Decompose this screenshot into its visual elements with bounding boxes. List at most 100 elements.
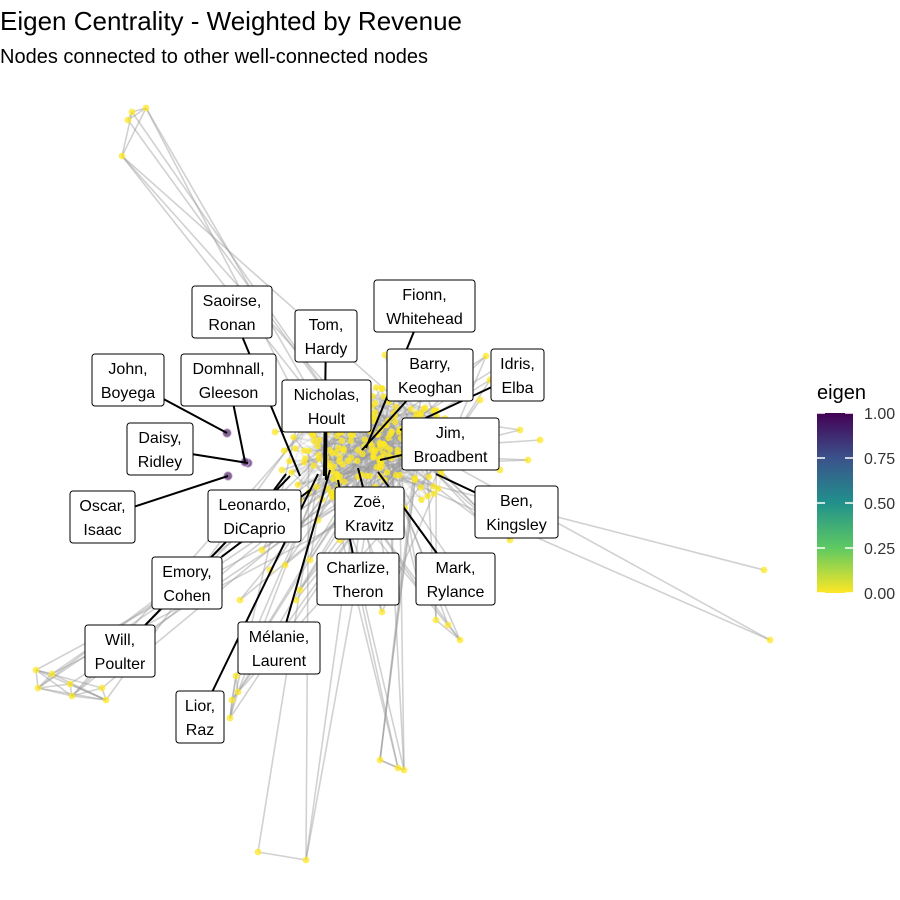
label-text: Mark, xyxy=(436,560,476,577)
network-edge xyxy=(290,471,323,501)
network-node xyxy=(476,396,484,404)
network-node xyxy=(278,466,286,474)
network-node xyxy=(394,447,401,454)
network-node xyxy=(292,445,299,452)
network-node xyxy=(336,473,344,480)
network-node xyxy=(387,430,394,437)
network-edge xyxy=(229,691,239,719)
label-box xyxy=(207,489,302,543)
label-leader-line xyxy=(361,400,408,451)
network-edge xyxy=(339,451,376,463)
network-node xyxy=(430,490,438,497)
network-node xyxy=(432,616,440,624)
network-node xyxy=(306,556,314,564)
network-node xyxy=(325,485,332,492)
label-leader-line xyxy=(357,467,364,488)
network-node xyxy=(766,636,774,644)
network-node xyxy=(411,474,418,482)
network-node xyxy=(760,566,768,574)
label-text: Will, xyxy=(105,632,135,649)
node-label-mark-rylance: Mark, Rylance xyxy=(415,552,496,606)
network-edge xyxy=(37,687,73,697)
network-node xyxy=(417,484,425,491)
network-node xyxy=(384,469,391,476)
network-edge xyxy=(51,673,107,701)
network-node xyxy=(292,596,300,604)
node-label-ben-kingsley: Ben, Kingsley xyxy=(474,485,559,539)
label-text: Elba xyxy=(501,380,533,397)
network-node xyxy=(124,116,132,124)
network-node xyxy=(372,400,379,407)
network-node xyxy=(340,447,347,454)
legend-tick-label: 1.00 xyxy=(864,406,895,423)
network-node xyxy=(516,426,524,434)
label-text: Gleeson xyxy=(199,385,259,402)
label-box xyxy=(151,556,223,610)
label-box xyxy=(126,422,194,476)
label-box xyxy=(69,490,136,544)
network-edge xyxy=(127,107,147,121)
network-node xyxy=(373,463,380,471)
node-label-zoe-kravitz: Zoë, Kravitz xyxy=(334,486,405,540)
network-edge xyxy=(305,401,390,861)
node-label-lior-raz: Lior, Raz xyxy=(175,690,225,744)
network-node xyxy=(376,439,383,446)
network-node xyxy=(281,447,288,454)
network-edge xyxy=(379,479,416,761)
label-box xyxy=(84,624,156,678)
network-edge xyxy=(121,107,147,157)
network-node xyxy=(258,546,266,554)
network-edge xyxy=(231,675,237,701)
legend: eigen 1.00 0.75 0.50 0.25 0.00 xyxy=(817,382,895,603)
label-text: Leonardo, xyxy=(218,497,290,514)
network-edge xyxy=(35,669,103,689)
label-text: John, xyxy=(108,361,147,378)
network-node xyxy=(286,458,293,465)
network-node xyxy=(313,483,320,490)
label-text: Raz xyxy=(186,722,214,739)
label-leader-line xyxy=(134,475,229,508)
network-node xyxy=(128,108,136,116)
network-node xyxy=(288,469,295,476)
network-edge xyxy=(336,456,374,476)
node-label-nicholas-hoult: Nicholas, Hoult xyxy=(281,379,372,433)
label-box xyxy=(474,485,559,539)
label-box xyxy=(415,552,496,606)
label-text: Keoghan xyxy=(398,380,462,397)
network-node xyxy=(373,384,380,391)
network-node xyxy=(305,447,312,454)
label-text: Daisy, xyxy=(138,430,181,447)
network-node xyxy=(338,437,345,444)
network-node xyxy=(378,608,386,616)
network-node xyxy=(66,680,74,688)
network-node xyxy=(281,561,289,569)
network-edge xyxy=(376,466,771,641)
node-label-will-poulter: Will, Poulter xyxy=(84,624,156,678)
label-box xyxy=(373,279,476,333)
network-node xyxy=(48,670,56,678)
network-node xyxy=(354,457,361,465)
network-node xyxy=(394,764,402,772)
network-node xyxy=(354,446,362,454)
network-node xyxy=(226,714,234,722)
network-node xyxy=(314,442,321,450)
network-node xyxy=(341,478,348,485)
label-text: Ben, xyxy=(500,493,533,510)
network-node xyxy=(396,471,404,479)
label-text: Kravitz xyxy=(345,518,394,535)
network-node xyxy=(376,445,384,452)
label-text: Tom, xyxy=(309,317,344,334)
network-node xyxy=(366,472,373,480)
network-node xyxy=(430,483,437,490)
network-node xyxy=(376,756,384,764)
network-node xyxy=(524,456,532,464)
network-node xyxy=(368,442,376,449)
network-node xyxy=(444,621,452,629)
network-node xyxy=(370,453,377,460)
network-node xyxy=(34,684,42,692)
network-node xyxy=(315,452,322,459)
network-node xyxy=(382,443,390,450)
label-leader-line xyxy=(163,398,228,434)
label-text: Lior, xyxy=(185,698,215,715)
network-node xyxy=(359,450,366,457)
